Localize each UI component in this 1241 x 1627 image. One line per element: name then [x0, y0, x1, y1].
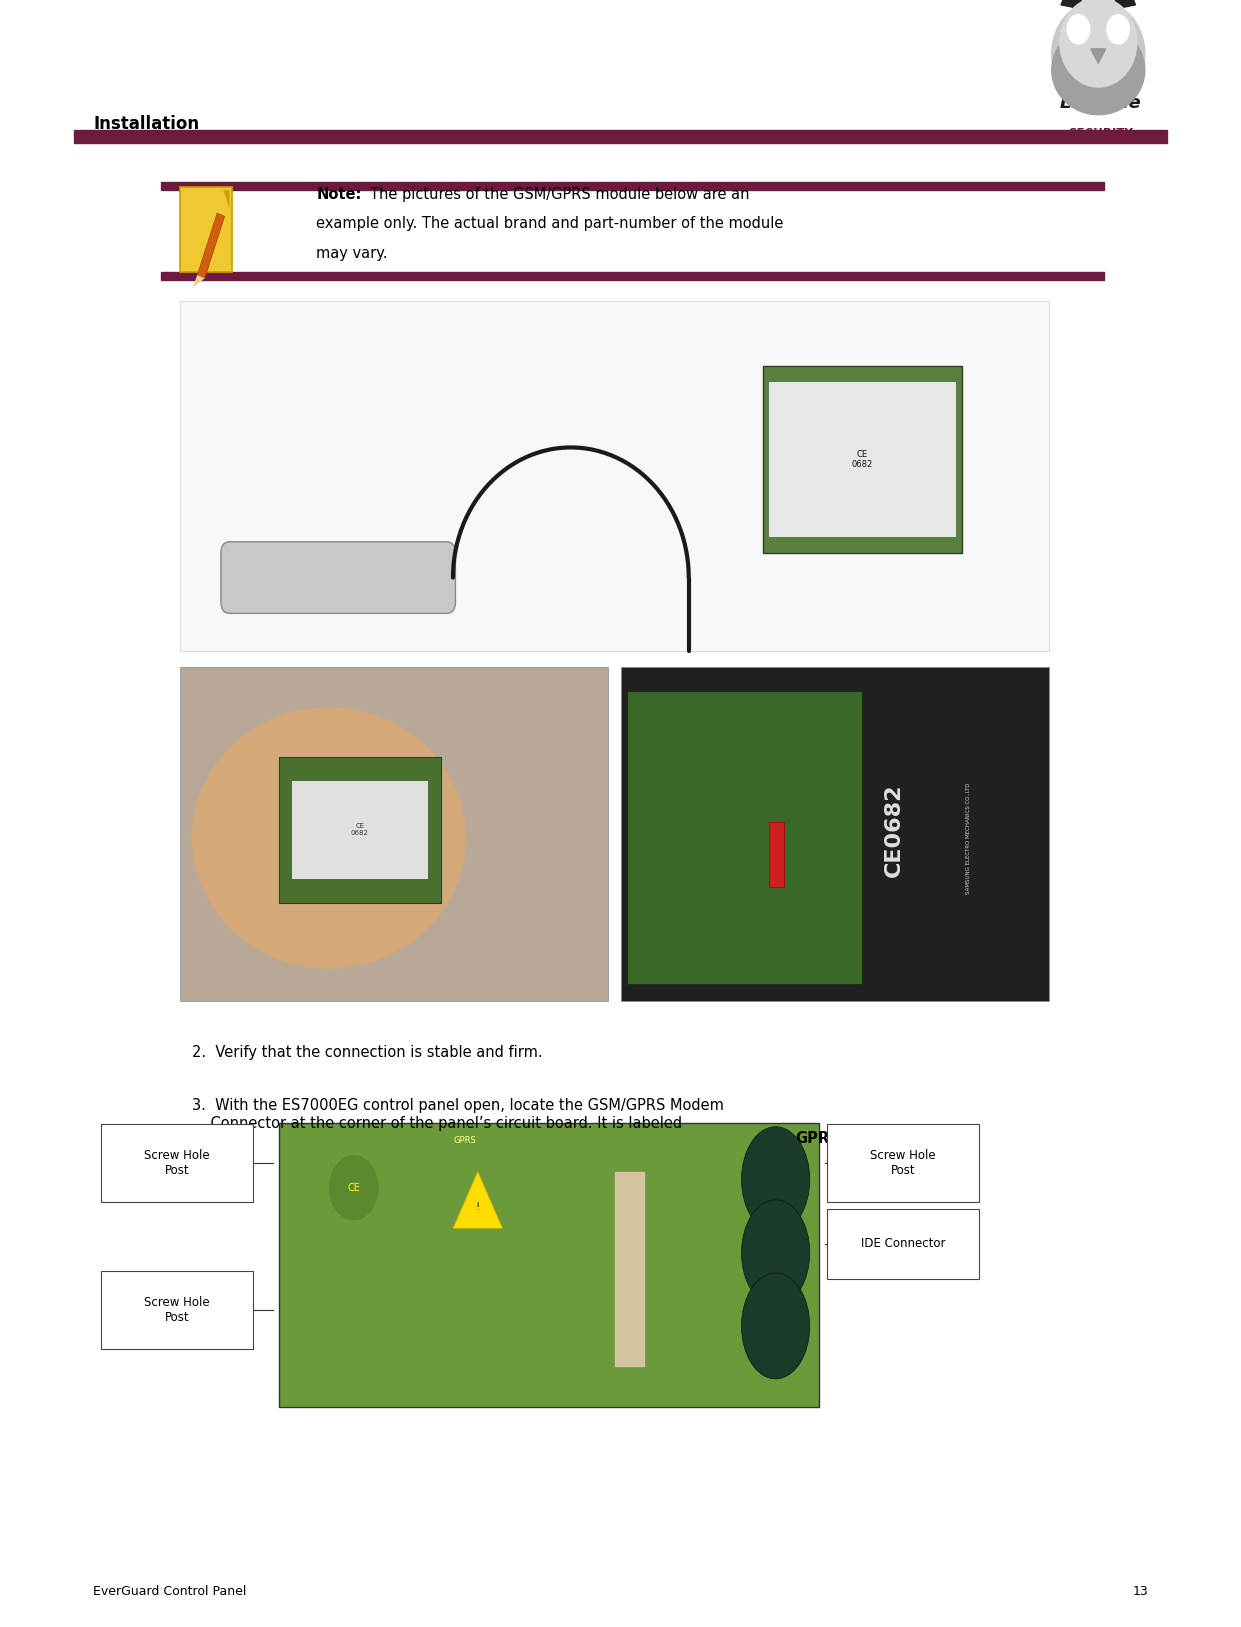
Text: 2.  Verify that the connection is stable and firm.: 2. Verify that the connection is stable …	[192, 1045, 544, 1059]
Bar	[620, 667, 1049, 1001]
Ellipse shape	[1122, 21, 1124, 26]
FancyBboxPatch shape	[101, 1124, 253, 1202]
Text: CE
0682: CE 0682	[351, 823, 369, 836]
Ellipse shape	[192, 708, 465, 968]
Text: Screw Hole
Post: Screw Hole Post	[870, 1149, 936, 1178]
Ellipse shape	[741, 1201, 809, 1305]
Text: GPRS: GPRS	[454, 1136, 477, 1145]
Text: SECURITY: SECURITY	[1069, 127, 1133, 140]
Polygon shape	[1111, 0, 1136, 10]
Text: GPRS.: GPRS.	[795, 1131, 845, 1145]
Text: !: !	[475, 1202, 480, 1212]
Bar	[161, 182, 1104, 190]
FancyBboxPatch shape	[827, 1209, 979, 1279]
Text: example only. The actual brand and part-number of the module: example only. The actual brand and part-…	[316, 216, 784, 231]
Text: Screw Hole
Post: Screw Hole Post	[144, 1295, 210, 1324]
FancyBboxPatch shape	[827, 1124, 979, 1202]
Ellipse shape	[1067, 15, 1090, 44]
Polygon shape	[1091, 49, 1106, 63]
Text: The pictures of the GSM/GPRS module below are an: The pictures of the GSM/GPRS module belo…	[370, 187, 750, 202]
Ellipse shape	[1107, 15, 1129, 44]
Ellipse shape	[1060, 0, 1137, 88]
Text: CE: CE	[347, 1183, 360, 1193]
Polygon shape	[192, 275, 205, 288]
Ellipse shape	[329, 1155, 379, 1220]
Bar	[279, 1123, 819, 1407]
Polygon shape	[223, 190, 230, 208]
Text: 3.  With the ES7000EG control panel open, locate the GSM/GPRS Modem
    Connecto: 3. With the ES7000EG control panel open,…	[192, 1098, 725, 1131]
Ellipse shape	[1052, 26, 1144, 116]
FancyBboxPatch shape	[180, 187, 232, 272]
Bar	[180, 667, 608, 1001]
Bar	[763, 366, 962, 553]
Text: CE
0682: CE 0682	[851, 451, 874, 469]
Bar	[614, 1171, 645, 1367]
Polygon shape	[1061, 0, 1086, 10]
Ellipse shape	[1111, 20, 1127, 41]
Bar	[279, 757, 441, 903]
Ellipse shape	[1075, 24, 1082, 36]
Ellipse shape	[1114, 24, 1122, 36]
FancyBboxPatch shape	[101, 1271, 253, 1349]
Bar	[161, 272, 1104, 280]
Ellipse shape	[741, 1272, 809, 1380]
Text: Installation: Installation	[93, 114, 200, 133]
Ellipse shape	[1082, 21, 1085, 26]
Bar	[627, 691, 862, 984]
Bar	[180, 301, 1049, 651]
Ellipse shape	[1071, 20, 1087, 41]
Text: SAMSUNG ELECTRO MECHANICS CO.,LTD: SAMSUNG ELECTRO MECHANICS CO.,LTD	[965, 783, 970, 893]
Text: Note:: Note:	[316, 187, 362, 202]
Ellipse shape	[1052, 2, 1144, 107]
Text: Essence: Essence	[1060, 94, 1142, 112]
Text: CE0682: CE0682	[884, 783, 903, 877]
Text: Screw Hole
Post: Screw Hole Post	[144, 1149, 210, 1178]
Text: may vary.: may vary.	[316, 246, 388, 260]
Bar	[769, 822, 784, 887]
Text: IDE Connector: IDE Connector	[860, 1238, 946, 1250]
Bar	[292, 781, 428, 879]
Ellipse shape	[741, 1126, 809, 1233]
Bar	[74, 130, 1167, 143]
Polygon shape	[197, 213, 225, 278]
Bar	[769, 382, 956, 537]
FancyBboxPatch shape	[221, 542, 455, 613]
Text: EverGuard Control Panel: EverGuard Control Panel	[93, 1585, 247, 1598]
Text: 13: 13	[1132, 1585, 1148, 1598]
Polygon shape	[453, 1171, 503, 1228]
